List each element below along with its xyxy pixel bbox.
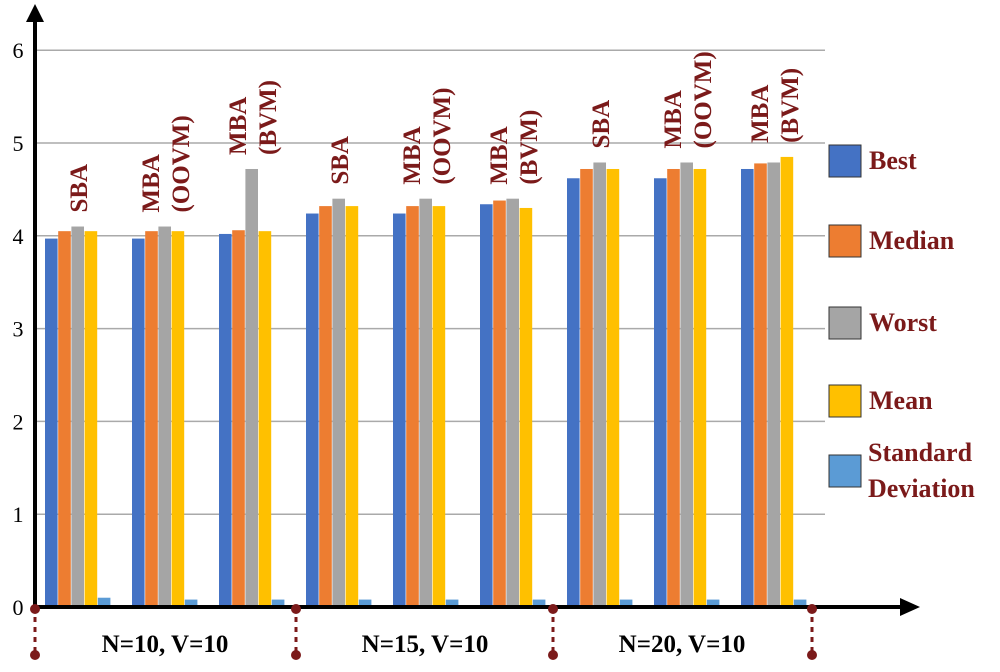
bar-best [45,238,58,608]
bar-best [393,213,406,607]
bar-standard-deviation [271,599,285,607]
separator-dot [30,604,40,614]
bar-mean [258,231,272,607]
bar-worst [419,198,432,607]
legend-label: Median [869,226,955,255]
bar-standard-deviation [184,599,198,607]
bar-best [567,178,580,607]
bar-best [219,233,232,607]
bar-standard-deviation [445,599,459,607]
bar-median [667,168,680,607]
separator-dot [548,650,558,660]
y-tick-label: 6 [13,38,24,63]
bar-standard-deviation [358,599,372,607]
separator-dot [291,604,301,614]
separator-dot [807,650,817,660]
bar-worst [245,168,258,607]
bar-mean [345,206,359,607]
category-label: (OOVM) [690,51,717,148]
legend-label: Worst [869,308,937,337]
group-label: N=15, V=10 [362,631,489,658]
separator-dot [30,650,40,660]
bar-standard-deviation [97,597,111,607]
legend-label: Mean [869,386,933,415]
bar-mean [171,231,185,607]
bar-median [58,231,71,607]
bar-worst [593,162,606,607]
category-label: MBA [660,90,687,148]
bar-standard-deviation [793,599,807,607]
y-tick-label: 3 [13,317,24,342]
legend-swatch [828,384,862,418]
y-tick-label: 0 [13,595,24,620]
bar-mean [693,168,707,607]
bar-worst [680,162,693,607]
legend-swatch [828,144,862,178]
category-label: (BVM) [255,80,282,155]
group-label: N=10, V=10 [102,631,229,658]
category-label: SBA [588,100,615,149]
bar-mean [606,168,620,607]
y-tick-label: 5 [13,131,24,156]
legend-swatch [828,454,862,488]
category-label: MBA [399,126,426,184]
bar-best [306,213,319,607]
bar-mean [519,207,533,607]
bar-best [741,168,754,607]
bar-best [132,238,145,608]
bar-standard-deviation [532,599,546,607]
separator-dot [548,604,558,614]
separator-dot [807,604,817,614]
legend-swatch [828,306,862,340]
bar-best [654,178,667,607]
y-tick-label: 2 [13,409,24,434]
category-label: (OOVM) [168,115,195,212]
bar-median [406,206,419,607]
bar-standard-deviation [619,599,633,607]
bar-worst [767,162,780,607]
category-label: MBA [138,154,165,212]
category-label: SBA [66,164,93,213]
bar-mean [84,231,98,607]
bar-worst [158,226,171,607]
y-tick-label: 1 [13,502,24,527]
bar-worst [71,226,84,607]
category-label: (OOVM) [429,87,456,184]
bar-median [145,231,158,607]
category-label: MBA [225,97,252,155]
bar-standard-deviation [706,599,720,607]
bar-mean [432,206,446,607]
bar-worst [506,198,519,607]
legend-label: Standard [868,438,973,467]
category-label: (BVM) [516,110,543,185]
y-axis-arrow [26,4,44,22]
legend-label: Best [869,146,917,175]
bar-best [480,204,493,608]
legend-swatch [828,224,862,258]
bar-median [580,168,593,607]
y-tick-label: 4 [13,224,24,249]
legend-label: Deviation [868,474,975,503]
x-axis-arrow [900,598,920,616]
bar-worst [332,198,345,607]
group-label: N=20, V=10 [619,631,746,658]
category-label: MBA [747,85,774,143]
bar-median [754,163,767,607]
separator-dot [291,650,301,660]
bar-mean [780,156,794,608]
bar-median [232,230,245,607]
bar-median [319,206,332,607]
category-label: SBA [327,136,354,185]
category-label: MBA [486,126,513,184]
bar-median [493,200,506,607]
category-label: (BVM) [777,68,804,143]
